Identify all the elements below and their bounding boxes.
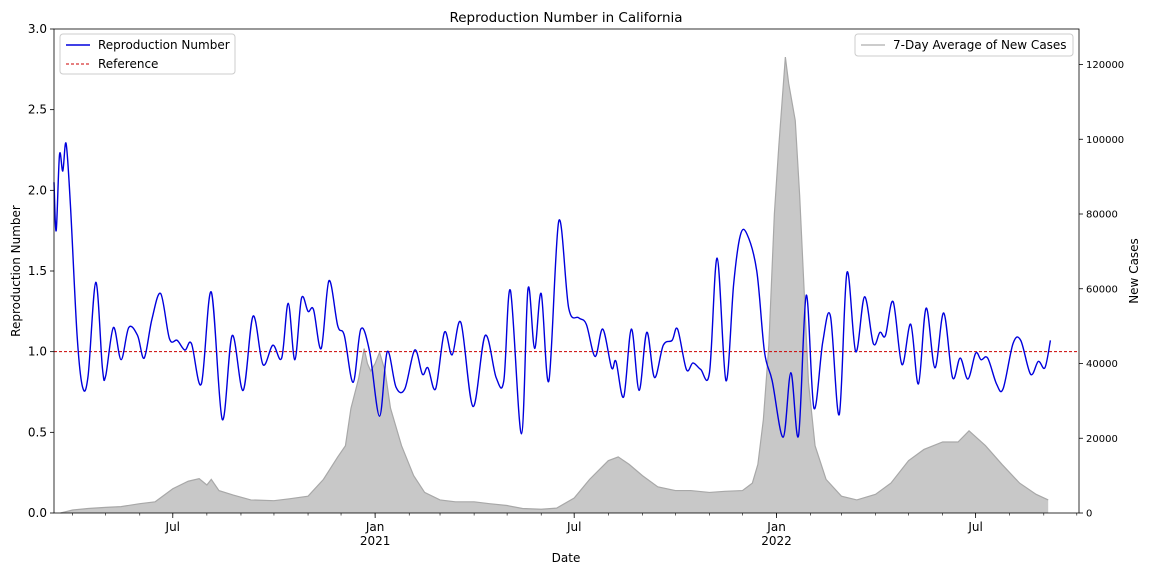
y-tick-label: 0.0 (28, 506, 47, 520)
cases-line (60, 56, 1049, 514)
legend-right-box (854, 33, 1074, 57)
x-tick-year-label: 2022 (761, 534, 792, 548)
y-axis-label: Reproduction Number (9, 205, 23, 337)
reproduction-line-layer (53, 142, 1052, 438)
y2-tick-label: 40000 (1086, 359, 1118, 370)
legend-entry-reproduction: Reproduction Number (98, 38, 230, 52)
x-tick-year-label: 2021 (360, 534, 391, 548)
right-axis: 0 20000 40000 60000 80000 100000 120000 (1079, 60, 1124, 520)
y2-tick-label: 60000 (1086, 284, 1118, 295)
y-tick-label: 3.0 (28, 22, 47, 36)
x-tick-label: Jan (365, 520, 385, 534)
y-tick-label: 0.5 (28, 425, 47, 439)
x-tick-label: Jan (766, 520, 786, 534)
y-tick-label: 1.0 (28, 345, 47, 359)
legend-right: 7-Day Average of New Cases (854, 33, 1074, 57)
chart-title: Reproduction Number in California (449, 10, 682, 26)
y2-tick-label: 120000 (1086, 60, 1124, 71)
y-tick-label: 1.5 (28, 264, 47, 278)
legend-left-box (59, 33, 236, 75)
legend-entry-reference: Reference (98, 57, 158, 71)
legend-left: Reproduction Number Reference (59, 33, 236, 75)
left-axis: 0.0 0.5 1.0 1.5 2.0 2.5 3.0 (28, 22, 54, 520)
y2-tick-label: 100000 (1086, 135, 1124, 146)
x-tick-label: Jul (967, 520, 982, 534)
y-tick-label: 2.5 (28, 103, 47, 117)
y2-tick-label: 20000 (1086, 434, 1118, 445)
reproduction-line (53, 142, 1052, 438)
y2-tick-label: 80000 (1086, 210, 1118, 221)
x-tick-label: Jul (566, 520, 581, 534)
y2-tick-label: 0 (1086, 509, 1092, 520)
legend-entry-cases: 7-Day Average of New Cases (893, 38, 1067, 52)
x-tick-label: Jul (165, 520, 180, 534)
y2-axis-label: New Cases (1127, 238, 1141, 304)
y-tick-label: 2.0 (28, 183, 47, 197)
x-axis-label: Date (552, 551, 581, 565)
